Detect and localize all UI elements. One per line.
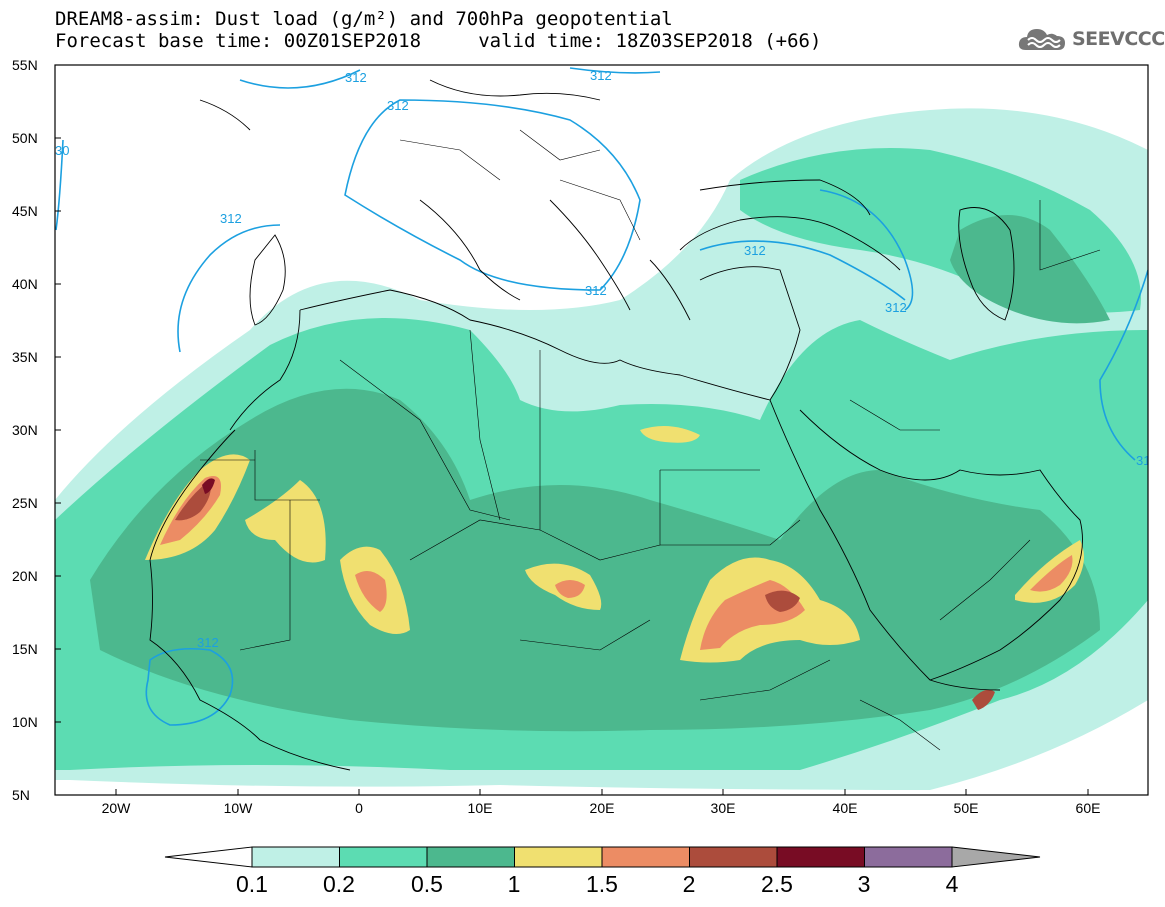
colorbar-box — [426, 846, 515, 868]
map-title: DREAM8-assim: Dust load (g/m²) and 700hP… — [55, 8, 673, 30]
colorbar-box — [514, 846, 603, 868]
lon-label: 0 — [355, 800, 363, 816]
lat-label: 25N — [12, 495, 38, 511]
contour-label-edge: 30 — [55, 143, 69, 158]
colorbar-box — [251, 846, 340, 868]
coastlines — [149, 79, 1083, 771]
colorbar-box — [689, 846, 778, 868]
dust-field-2-sudan — [765, 590, 800, 612]
lon-label: 10E — [467, 800, 493, 816]
dust-field-1.5-oman — [1030, 555, 1073, 592]
map-subtitle: Forecast base time: 00Z01SEP2018 valid t… — [55, 30, 822, 52]
contour-label: 312 — [387, 98, 409, 113]
cloud-icon — [1018, 29, 1065, 50]
axis-ticks — [55, 64, 1089, 795]
dust-field-1-oman — [1015, 540, 1084, 603]
dust-field-1-libya — [640, 426, 700, 443]
contour-label: 312 — [885, 300, 907, 315]
dust-field-2.5-w-sahara — [202, 478, 215, 494]
lat-label: 15N — [12, 641, 38, 657]
borders — [200, 129, 1101, 751]
lat-label: 30N — [12, 422, 38, 438]
colorbar-label: 2.5 — [761, 871, 793, 897]
colorbar-label: 0.2 — [323, 871, 355, 897]
colorbar-label: 1 — [507, 871, 521, 897]
contour-labels: 312 312 312 312 312 312 312 312 30 31 — [55, 68, 1150, 650]
lon-label: 20E — [589, 800, 615, 816]
lon-label: 50E — [953, 800, 979, 816]
lon-label: 60E — [1075, 800, 1101, 816]
colorbar-label: 3 — [857, 871, 871, 897]
lon-label: 10W — [223, 800, 253, 816]
lat-label: 40N — [12, 276, 38, 292]
colorbar-over-arrow — [951, 846, 1041, 868]
logo-text: SEEVCCC — [1072, 28, 1165, 50]
contour-label: 312 — [585, 283, 607, 298]
lon-label: 20W — [101, 800, 131, 816]
lat-label: 55N — [12, 57, 38, 73]
colorbar-label: 2 — [682, 871, 696, 897]
dust-field-2-somalia — [972, 689, 995, 710]
lat-label: 45N — [12, 203, 38, 219]
dust-field-0.5-east — [950, 215, 1110, 324]
colorbar-box — [339, 846, 428, 868]
lon-label: 40E — [832, 800, 858, 816]
contour-label: 312 — [345, 70, 367, 85]
colorbar-box — [776, 846, 865, 868]
geopotential-contours — [55, 67, 1148, 726]
dust-field-1-mauritania — [245, 480, 326, 563]
lat-label: 35N — [12, 349, 38, 365]
dust-field-2-w-sahara — [175, 480, 211, 521]
lon-label: 30E — [710, 800, 736, 816]
seevccc-logo: SEEVCCC — [1018, 24, 1165, 54]
contour-label-edge: 31 — [1136, 453, 1150, 468]
colorbar-box — [864, 846, 953, 868]
dust-field-1.5-chad — [555, 580, 585, 598]
colorbar-label: 0.1 — [236, 871, 268, 897]
colorbar-label: 1.5 — [586, 871, 618, 897]
contour-label: 312 — [220, 211, 242, 226]
lat-label: 50N — [12, 130, 38, 146]
contour-label: 312 — [197, 635, 219, 650]
contour-label: 312 — [744, 243, 766, 258]
colorbar-label: 4 — [945, 871, 959, 897]
dust-field-1.5-algeria — [355, 571, 387, 612]
dust-field-0.5 — [90, 388, 1100, 732]
lat-label: 10N — [12, 714, 38, 730]
colorbar-box — [601, 846, 690, 868]
contour-label: 312 — [590, 68, 612, 83]
colorbar-under-arrow — [164, 846, 253, 868]
lat-label: 20N — [12, 568, 38, 584]
colorbar-label: 0.5 — [411, 871, 443, 897]
lat-label: 5N — [12, 787, 30, 803]
